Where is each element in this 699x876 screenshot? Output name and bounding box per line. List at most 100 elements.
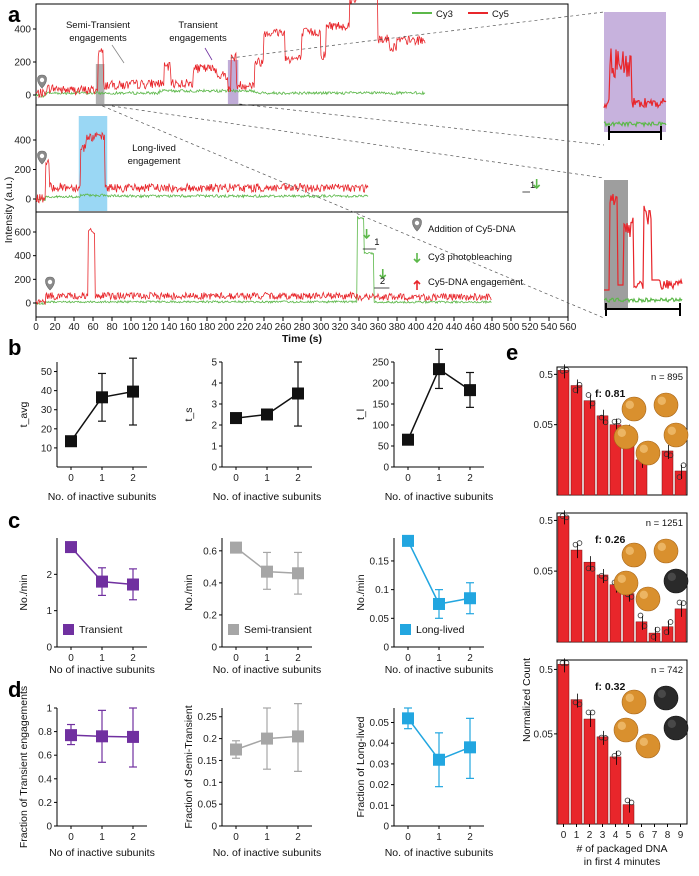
pin-trace2-icon-dot (39, 153, 45, 159)
chart-e-1-spheres-sphere-hl-1 (657, 396, 666, 405)
chart-e-2-bar-5 (622, 593, 635, 643)
chart-c-1-xtick-label: 1 (99, 653, 105, 664)
chart-e-1-spheres-sphere-2 (613, 424, 639, 450)
chart-b-1-x-label: No. of inactive subunits (48, 491, 157, 503)
pin-trace1-icon-dot (39, 77, 45, 83)
chart-b-1-point-0 (65, 435, 77, 448)
chart-d-2-point-1 (261, 732, 273, 745)
chart-d-3-y-label: Fraction of Long-lived (355, 716, 367, 817)
chart-d-2-ytick-label: 0.25 (198, 712, 218, 723)
chart-e-2-bar-1 (570, 549, 583, 643)
zoom-inset1-shade (604, 12, 666, 132)
engage-legend-icon (413, 279, 421, 290)
chart-e-2-bar-6 (635, 621, 648, 643)
chart-e-2-bar-0 (557, 516, 570, 643)
chart-c-3-ytick-label: 0.1 (375, 585, 389, 596)
chart-e-2-spheres-sphere-hl-0 (625, 546, 634, 555)
x-tick-label: 60 (87, 322, 99, 333)
chart-e-3-f-label: f: 0.32 (595, 681, 626, 693)
x-tick-label: 480 (484, 322, 501, 333)
chart-e-3-spheres-sphere-0 (621, 689, 647, 715)
chart-c-1-xtick-label: 2 (130, 653, 136, 664)
chart-c-1-point-1 (96, 575, 108, 588)
trace1-cy5-line (35, 0, 426, 99)
chart-d-2-point-2 (292, 730, 304, 743)
chart-e-3-spheres-sphere-3 (663, 715, 689, 741)
chart-e-1-bar-1 (570, 385, 583, 496)
chart-d-2-ytick-label: 0.05 (198, 800, 218, 811)
trace1-ytick-label: 400 (14, 25, 31, 36)
chart-e-1-spheres-sphere-hl-3 (667, 426, 676, 435)
chart-d-1-ytick-label: 0.4 (38, 774, 52, 785)
chart-c-2-ytick-label: 0.2 (203, 610, 217, 621)
pin-trace3-icon-dot (47, 279, 53, 285)
chart-d-1-ytick-label: 0.2 (38, 798, 52, 809)
photobleach-legend-icon (413, 253, 421, 264)
panel-letter-b: b (8, 335, 21, 360)
x-tick-label: 300 (313, 322, 330, 333)
chart-b-3-point-0 (402, 433, 414, 446)
chart-c-3-xtick-label: 2 (467, 653, 473, 664)
x-tick-label: 560 (560, 322, 577, 333)
engage-legend-label: Cy5-DNA engagement (428, 277, 523, 288)
x-tick-label: 0 (33, 322, 39, 333)
chart-d-3-ytick-label: 0.02 (370, 780, 390, 791)
chart-b-2-point-0 (230, 412, 242, 425)
chart-d-3-ytick-label: 0.04 (370, 739, 390, 750)
chart-d-3-xtick-label: 0 (405, 832, 411, 843)
chart-b-2-xtick-label: 0 (233, 473, 239, 484)
zoom-line-2a (111, 105, 605, 179)
x-tick-label: 360 (370, 322, 387, 333)
chart-e-2-bar-2 (583, 561, 596, 643)
chart-e-2-spheres-sphere-4 (635, 586, 661, 612)
legend-cy5-label: Cy5 (492, 9, 509, 20)
chart-e-2-dot-1-1 (576, 540, 583, 546)
chart-e-2-ytick-label: 0.05 (534, 567, 554, 578)
legend-cy3-label: Cy3 (436, 9, 453, 20)
chart-b-1-ytick-label: 30 (41, 405, 53, 416)
chart-b-1-ytick-label: 20 (41, 424, 53, 435)
chart-b-1-point-2 (127, 385, 139, 398)
chart-e-3-spheres-sphere-1 (653, 685, 679, 711)
chart-e-1-bar-0 (557, 370, 570, 496)
chart-e-xtick-label: 0 (561, 830, 567, 841)
chart-e-3-spheres-sphere-hl-4 (639, 737, 648, 746)
x-tick-label: 340 (351, 322, 368, 333)
chart-e-3-spheres-sphere-hl-1 (657, 689, 666, 698)
x-tick-label: 500 (503, 322, 520, 333)
semi-transient-shade (95, 64, 105, 104)
chart-e-2-spheres-sphere-hl-1 (657, 542, 666, 551)
trace3-ytick-label: 400 (14, 251, 31, 262)
chart-d-1-xtick-label: 2 (130, 832, 136, 843)
transient-shade (227, 60, 239, 104)
chart-b-3-point-1 (433, 363, 445, 376)
x-tick-label: 120 (142, 322, 159, 333)
trace2-ytick-label: 0 (25, 195, 31, 206)
chart-d-2-ytick-label: 0 (211, 822, 217, 833)
chart-b-2-x-label: No. of inactive subunits (213, 491, 322, 503)
chart-c-1-y-label: No./min (18, 574, 30, 610)
transient-label-line1: engagements (169, 33, 227, 44)
x-tick-label: 280 (294, 322, 311, 333)
zoom-inset1-scalebar (608, 126, 662, 140)
chart-e-3-bar-0 (557, 664, 570, 825)
chart-c-2-xtick-label: 0 (233, 653, 239, 664)
chart-d-2-xtick-label: 2 (295, 832, 301, 843)
chart-d-3-point-1 (433, 753, 445, 766)
chart-e-2-spheres-sphere-2 (613, 570, 639, 596)
chart-d-1-ytick-label: 1 (46, 704, 52, 715)
chart-b-3-ytick-label: 150 (372, 400, 389, 411)
chart-b-3-xtick-label: 1 (436, 473, 442, 484)
trace3-bleach-arrow1-icon (363, 229, 371, 240)
chart-e-3-spheres-sphere-hl-2 (617, 721, 626, 730)
chart-e-3-spheres-sphere-hl-3 (667, 719, 676, 728)
chart-e-1-spheres-sphere-hl-4 (639, 444, 648, 453)
chart-c-1-point-0 (65, 541, 77, 554)
x-tick-label: 40 (68, 322, 80, 333)
chart-e-3-n-label: n = 742 (651, 665, 683, 676)
chart-e-1-bar-9 (674, 470, 687, 496)
chart-b-3-x-label: No. of inactive subunits (385, 491, 494, 503)
chart-c-3-xtick-label: 1 (436, 653, 442, 664)
chart-c-3-ytick-label: 0 (383, 643, 389, 654)
chart-e-xtick-label: 5 (626, 830, 632, 841)
